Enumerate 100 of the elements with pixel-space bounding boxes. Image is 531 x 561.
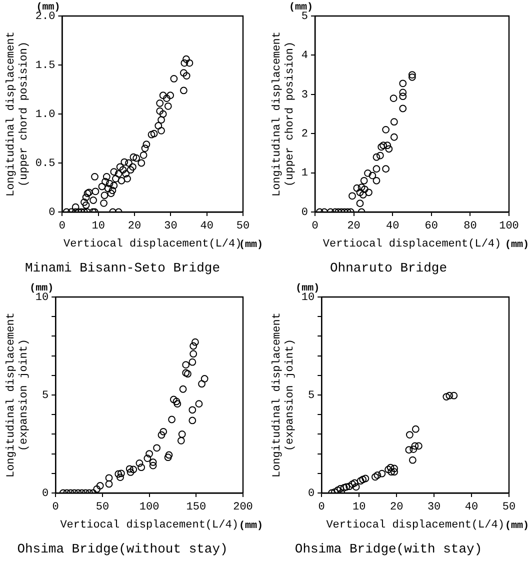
point xyxy=(378,470,386,478)
y-tick-label: 5 xyxy=(42,390,49,402)
text: Minami Bisann-Seto Bridge xyxy=(24,260,220,276)
point xyxy=(408,456,416,464)
x-tick-label: 40 xyxy=(200,220,214,233)
point xyxy=(116,474,124,482)
point xyxy=(382,126,390,134)
y-tick-label: 3 xyxy=(301,89,308,102)
point xyxy=(192,338,199,346)
point xyxy=(359,476,367,484)
x-axis-title: Vertiocal displacement(L/4) xyxy=(60,520,238,532)
point xyxy=(138,464,146,472)
point xyxy=(96,482,104,490)
point xyxy=(368,172,376,180)
text: Ohsima Bridge(without stay) xyxy=(17,542,228,557)
point xyxy=(406,431,414,438)
point xyxy=(408,73,416,81)
point xyxy=(177,436,185,444)
point xyxy=(372,153,380,161)
y-tick-label: 2.0 xyxy=(35,10,56,23)
point xyxy=(130,466,138,474)
point xyxy=(174,400,182,408)
y-axis-title: Longitudinal displacement (upper chord posision) xyxy=(272,31,297,197)
point xyxy=(360,186,368,193)
point xyxy=(195,400,203,408)
point xyxy=(390,133,398,141)
point xyxy=(336,484,344,492)
x-tick-label: 20 xyxy=(128,220,142,233)
point xyxy=(190,350,198,358)
point xyxy=(385,145,393,153)
y-tick-label: 0 xyxy=(42,488,49,500)
x-tick-label: 100 xyxy=(139,502,160,514)
y-axis-title: Longitudinal displacement (expansion joint) xyxy=(6,312,31,478)
x-tick-label: 200 xyxy=(233,502,253,514)
x-tick-label: 20 xyxy=(347,220,360,233)
point xyxy=(164,454,172,462)
point xyxy=(146,450,153,458)
point xyxy=(405,446,413,454)
point xyxy=(386,464,394,472)
point xyxy=(365,188,372,196)
y-tick-label: 1 xyxy=(301,168,308,180)
point xyxy=(408,71,416,78)
x-tick-label: 0 xyxy=(318,502,325,514)
y-axis-title: Longitudinal displacement (upper chord posision) xyxy=(6,31,31,197)
point xyxy=(188,358,196,366)
x-tick-label: 50 xyxy=(236,220,250,233)
y-tick-label: 0 xyxy=(301,206,308,219)
point xyxy=(399,104,407,112)
point xyxy=(158,431,166,439)
x-tick-label: 40 xyxy=(386,220,400,233)
point xyxy=(136,460,144,467)
point xyxy=(153,444,160,452)
point xyxy=(390,118,398,126)
point xyxy=(450,392,458,400)
point xyxy=(182,361,190,369)
point xyxy=(446,392,454,400)
point xyxy=(172,398,180,406)
point xyxy=(342,483,350,491)
point xyxy=(105,480,113,488)
y-tick-label: 10 xyxy=(35,292,49,304)
y-tick-label: 4 xyxy=(301,50,308,62)
point xyxy=(352,483,360,491)
point xyxy=(149,458,157,466)
point xyxy=(356,477,364,485)
y-tick-label: 10 xyxy=(301,292,315,304)
point xyxy=(353,184,361,192)
point xyxy=(390,94,398,102)
point xyxy=(378,143,386,151)
text: Ohnaruto Bridge xyxy=(330,260,448,276)
point xyxy=(126,468,134,476)
x-tick-label: 100 xyxy=(499,220,519,233)
point xyxy=(358,184,366,192)
point xyxy=(384,142,392,150)
point xyxy=(165,451,173,459)
point xyxy=(170,396,178,404)
point xyxy=(399,92,407,100)
point xyxy=(149,462,157,470)
x-tick-label: 10 xyxy=(92,220,105,233)
text: (mm) xyxy=(504,520,529,532)
point xyxy=(348,480,356,488)
point xyxy=(190,342,198,350)
point xyxy=(364,169,372,177)
point xyxy=(117,470,125,478)
x-tick-label: 50 xyxy=(502,502,516,514)
text: (mm) xyxy=(238,520,263,532)
x-axis-title: Vertiocal displacement(L/4) xyxy=(322,238,502,251)
point xyxy=(412,425,420,433)
point xyxy=(388,468,396,476)
point xyxy=(442,393,450,400)
x-tick-label: 50 xyxy=(96,502,110,514)
text: Ohsima Bridge(with stay) xyxy=(294,542,482,557)
point xyxy=(372,165,380,173)
x-tick-label: 40 xyxy=(464,502,478,514)
point xyxy=(411,442,419,450)
point xyxy=(350,479,358,487)
x-axis-title: Vertiocal displacement(L/4) xyxy=(326,520,504,532)
point xyxy=(390,468,398,476)
point xyxy=(105,474,113,482)
y-tick-label: 5 xyxy=(301,10,308,23)
x-tick-label: 0 xyxy=(58,220,66,233)
